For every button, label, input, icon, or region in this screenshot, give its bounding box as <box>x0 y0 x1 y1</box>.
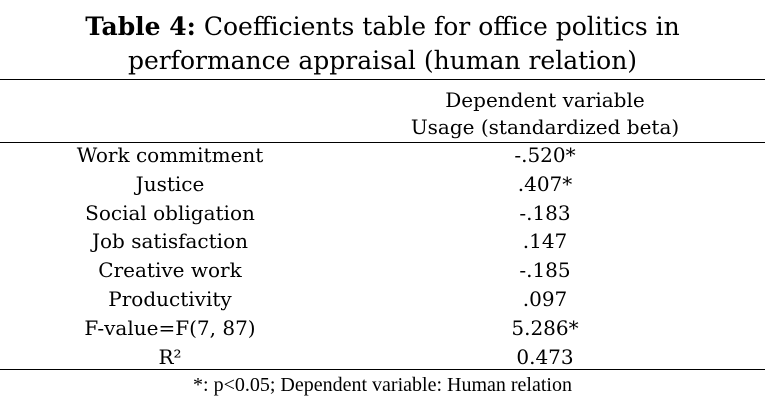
table-row: Social obligation -.183 <box>0 199 765 228</box>
row-value: .097 <box>522 286 568 311</box>
row-label: Productivity <box>108 286 232 311</box>
column-header-line-1: Dependent variable <box>445 88 645 112</box>
row-value: .147 <box>522 229 568 254</box>
row-value: 5.286* <box>511 315 579 340</box>
row-label: Justice <box>135 171 205 196</box>
row-label: Creative work <box>98 258 242 283</box>
table-row: Productivity .097 <box>0 285 765 314</box>
table-row: F-value=F(7, 87) 5.286* <box>0 314 765 343</box>
table-row: R² 0.473 <box>0 343 765 372</box>
caption-line-1: Table 4: Coefficients table for office p… <box>0 10 765 44</box>
caption-text-2: performance appraisal (human relation) <box>127 46 638 75</box>
row-value: -.183 <box>519 200 571 225</box>
table-body: Work commitment -.520* Justice .407* Soc… <box>0 141 765 371</box>
row-label: Work commitment <box>76 143 264 167</box>
row-value: -.520* <box>514 143 576 167</box>
row-label: Social obligation <box>85 200 255 225</box>
table-row: Work commitment -.520* <box>0 141 765 170</box>
header-rule <box>0 142 765 143</box>
row-value: -.185 <box>519 258 571 283</box>
row-value: .407* <box>517 171 573 196</box>
table-row: Justice .407* <box>0 170 765 199</box>
row-label: R² <box>158 344 182 369</box>
caption-text-1: Coefficients table for office politics i… <box>195 12 680 41</box>
caption-label: Table 4: <box>85 12 196 41</box>
table-caption: Table 4: Coefficients table for office p… <box>0 10 765 78</box>
table-row: Job satisfaction .147 <box>0 227 765 256</box>
row-label: Job satisfaction <box>92 229 248 254</box>
column-header-line-2: Usage (standardized beta) <box>410 115 680 139</box>
table-row: Creative work -.185 <box>0 256 765 285</box>
row-label: F-value=F(7, 87) <box>84 315 256 340</box>
table-footnote: *: p<0.05; Dependent variable: Human rel… <box>193 374 572 396</box>
row-value: 0.473 <box>516 344 574 369</box>
top-rule <box>0 79 765 80</box>
bottom-rule <box>0 369 765 370</box>
